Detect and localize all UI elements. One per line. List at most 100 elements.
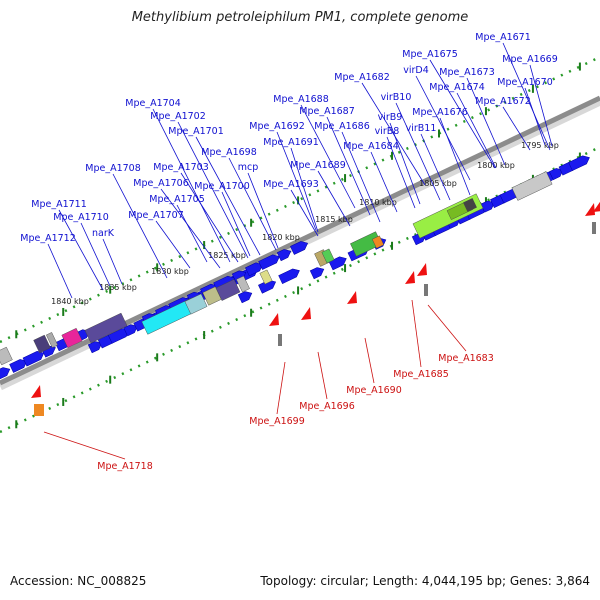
gene-block-gray xyxy=(236,275,250,293)
upper-gene-label: Mpe_A1705 xyxy=(149,194,205,205)
upper-gene-label: Mpe_A1693 xyxy=(263,179,319,190)
upper-leader-line xyxy=(221,191,251,257)
upper-leader-line xyxy=(529,64,553,147)
gene-arrow-shape xyxy=(568,155,590,171)
upper-gene-label: Mpe_A1673 xyxy=(439,67,495,78)
gene-arrow-shape xyxy=(309,267,325,280)
upper-leader-line xyxy=(502,42,551,151)
upper-leader-line xyxy=(389,122,421,205)
upper-leader-line xyxy=(466,77,506,166)
lower-gene-label: Mpe_A1699 xyxy=(249,416,305,427)
scale-label: 1815 kbp xyxy=(315,215,353,224)
upper-gene-label: Mpe_A1703 xyxy=(153,162,209,173)
upper-leader-line xyxy=(361,82,426,186)
lower-gene-label: Mpe_A1690 xyxy=(346,385,402,396)
upper-gene-label: Mpe_A1687 xyxy=(299,106,355,117)
gene-arrow-shape xyxy=(0,367,11,380)
lower-leader-line xyxy=(43,431,126,460)
upper-leader-line xyxy=(370,151,398,213)
reverse-gene-marker xyxy=(301,307,311,320)
gene-arrow-shape xyxy=(231,270,247,283)
gene-block-purple xyxy=(84,312,128,344)
upper-leader-line xyxy=(290,147,319,233)
gene-arrow-shape xyxy=(258,254,280,270)
scale-label: 1795 kbp xyxy=(521,141,559,150)
reverse-gene-block-gray xyxy=(424,284,428,296)
gene-arrow-shape xyxy=(237,291,253,304)
reverse-gene-marker xyxy=(593,201,600,212)
lower-leader-line xyxy=(317,351,328,400)
reverse-gene-marker xyxy=(417,263,427,276)
reverse-gene-block-gray xyxy=(592,222,596,234)
lower-gene-label: Mpe_A1696 xyxy=(299,401,355,412)
scale-label: 1830 kbp xyxy=(151,267,189,276)
upper-leader-line xyxy=(228,157,277,251)
upper-leader-line xyxy=(456,92,497,169)
scale-label: 1805 kbp xyxy=(419,179,457,188)
forward-gene-arrow xyxy=(237,291,253,304)
upper-leader-line xyxy=(439,117,471,196)
upper-leader-line xyxy=(276,131,317,231)
reverse-gene-block-gray xyxy=(278,334,282,346)
gene-block-cyan-light xyxy=(184,293,208,315)
gene-arrow-shape xyxy=(9,359,28,373)
gene-block-gray xyxy=(46,332,58,348)
upper-gene-label: Mpe_A1669 xyxy=(502,54,558,65)
gene-block-rect xyxy=(84,312,128,344)
upper-leader-line xyxy=(326,116,371,216)
lower-label-layer: Mpe_A1683 Mpe_A1685 Mpe_A1690 Mpe_A1696 Mpe_… xyxy=(43,299,494,472)
forward-gene-arrow xyxy=(231,270,247,283)
upper-gene-label: Mpe_A1700 xyxy=(194,181,250,192)
forward-gene-arrow xyxy=(309,267,325,280)
forward-gene-arrow xyxy=(9,359,28,373)
accession-text: Accession: NC_008825 xyxy=(10,574,147,588)
genome-summary-text: Topology: circular; Length: 4,044,195 bp… xyxy=(260,574,590,588)
forward-gene-arrow xyxy=(123,324,138,337)
upper-gene-label: Mpe_A1684 xyxy=(343,141,399,152)
reverse-gene-marker xyxy=(405,271,415,284)
scale-label: 1810 kbp xyxy=(359,198,397,207)
upper-gene-label: Mpe_A1712 xyxy=(20,233,76,244)
upper-leader-line xyxy=(420,133,451,201)
upper-leader-line xyxy=(112,173,168,279)
upper-gene-label: Mpe_A1675 xyxy=(402,49,458,60)
gene-block-purple xyxy=(215,279,241,301)
upper-gene-label: Mpe_A1670 xyxy=(497,77,553,88)
upper-leader-line xyxy=(80,222,111,287)
forward-gene-arrow xyxy=(22,351,45,367)
upper-leader-line xyxy=(429,59,496,169)
forward-gene-arrow xyxy=(549,168,564,181)
gene-block-orange xyxy=(371,235,385,249)
upper-gene-label: Mpe_A1702 xyxy=(150,111,206,122)
upper-gene-label: Mpe_A1682 xyxy=(334,72,390,83)
scale-label: 1800 kbp xyxy=(477,161,515,170)
gene-arrow-shape xyxy=(278,268,300,285)
upper-gene-label: Mpe_A1706 xyxy=(133,178,189,189)
gene-arrow-shape xyxy=(245,262,264,277)
lower-gene-label: Mpe_A1685 xyxy=(393,369,449,380)
upper-leader-line xyxy=(176,204,208,263)
gene-arrow-shape xyxy=(123,324,138,337)
upper-gene-label: Mpe_A1701 xyxy=(168,126,224,137)
lower-gene-label: Mpe_A1683 xyxy=(438,353,494,364)
reverse-gene-marker xyxy=(31,385,41,398)
upper-gene-label: Mpe_A1708 xyxy=(85,163,141,174)
upper-gene-label: Mpe_A1674 xyxy=(429,82,485,93)
reverse-gene-block-orange xyxy=(34,404,44,416)
upper-gene-label: virB11 xyxy=(406,123,437,134)
gene-arrow-shape xyxy=(480,200,495,213)
upper-gene-label: Mpe_A1688 xyxy=(273,94,329,105)
forward-gene-arrow xyxy=(245,262,264,277)
upper-leader-line xyxy=(395,102,441,201)
gene-block-gray xyxy=(0,346,13,366)
upper-leader-line xyxy=(247,172,279,249)
upper-leader-line xyxy=(155,220,191,269)
upper-leader-line xyxy=(177,121,249,259)
upper-leader-line xyxy=(180,172,239,263)
gene-block-gray xyxy=(511,171,553,201)
scale-label: 1840 kbp xyxy=(51,297,89,306)
upper-leader-line xyxy=(524,87,546,146)
gene-arrow-shape xyxy=(549,168,564,181)
upper-gene-label: virB9 xyxy=(378,112,403,123)
gene-block-rect xyxy=(321,248,335,264)
